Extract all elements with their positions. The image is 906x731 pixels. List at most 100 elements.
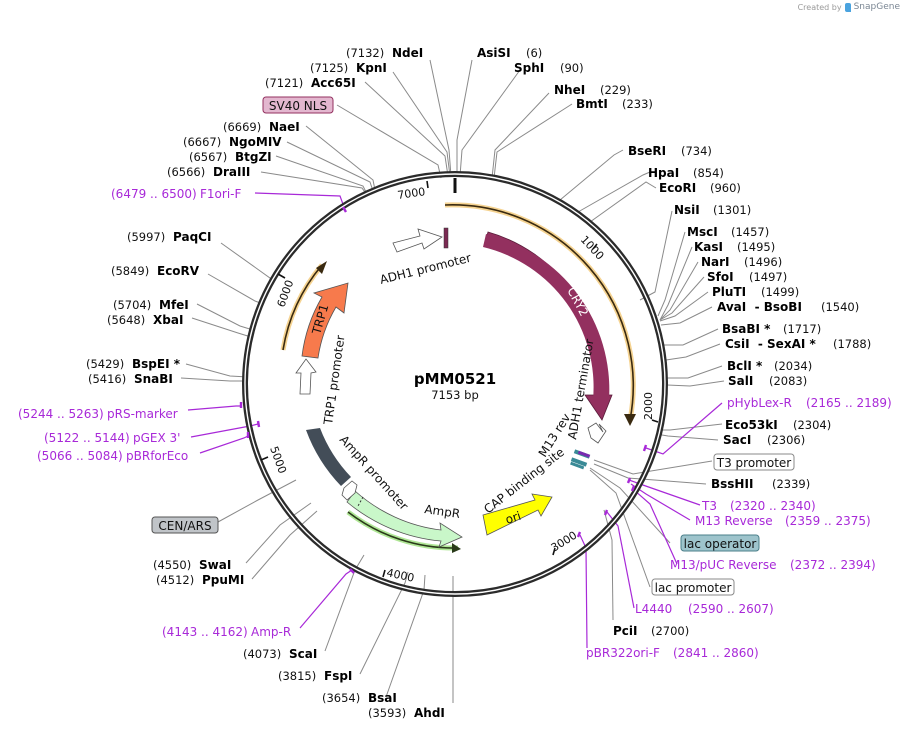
enzyme-saci[interactable]: SacI (2306) [723, 433, 805, 447]
enzyme-kasi[interactable]: KasI (1495) [694, 240, 775, 254]
enzyme-ecorv[interactable]: (5849) EcoRV [111, 264, 200, 278]
svg-text:FspI: FspI [324, 669, 352, 683]
svg-text:(5429): (5429) [86, 357, 124, 371]
enzyme-nari[interactable]: NarI (1496) [701, 255, 782, 269]
boxed-label-cen-ars[interactable]: CEN/ARS [151, 516, 219, 534]
feature-ori[interactable]: ori [482, 493, 553, 536]
enzyme-sfoi[interactable]: SfoI (1497) [707, 270, 787, 284]
feature-label-ori: ori [504, 509, 523, 527]
primer-pgex-3[interactable]: (5122 .. 5144) pGEX 3' [44, 431, 180, 445]
primer-labels-left: (6479 .. 6500) F1ori-F (5244 .. 5263) pRS-… [18, 187, 291, 639]
primer-pbr322ori-f[interactable]: pBR322ori-F (2841 .. 2860) [586, 646, 759, 660]
svg-text:(2304): (2304) [793, 418, 831, 432]
primer-t3[interactable]: T3 (2320 .. 2340) [701, 499, 816, 513]
enzyme-acc65i[interactable]: (7121) Acc65I [265, 76, 356, 90]
enzyme-ppumi[interactable]: (4512) PpuMI [156, 573, 244, 587]
svg-text:(5648): (5648) [107, 313, 145, 327]
primer-phyblex-r[interactable]: pHybLex-R (2165 .. 2189) [727, 396, 892, 410]
feature-trp1[interactable]: TRP1 [301, 282, 349, 359]
scale-ticks [260, 180, 659, 578]
primer-l4440[interactable]: L4440 (2590 .. 2607) [635, 602, 774, 616]
enzyme-xbai[interactable]: (5648) XbaI [107, 313, 183, 327]
enzyme-snabi[interactable]: (5416) SnaBI [88, 372, 173, 386]
enzyme-msci[interactable]: MscI (1457) [687, 225, 769, 239]
boxed-label-t3-promoter[interactable]: T3 promoter [713, 453, 795, 471]
svg-text:Eco53kI: Eco53kI [725, 418, 778, 432]
enzyme-bseri[interactable]: BseRI (734) [628, 144, 712, 158]
svg-text:BseRI: BseRI [628, 144, 666, 158]
svg-text:PciI: PciI [613, 624, 638, 638]
svg-text:Acc65I: Acc65I [311, 76, 356, 90]
boxed-label-lac-operator[interactable]: lac operator [680, 534, 760, 552]
enzyme-swai[interactable]: (4550) SwaI [153, 558, 231, 572]
orf-cry2-arrowhead [624, 414, 636, 426]
svg-text:lac promoter: lac promoter [655, 581, 732, 595]
orf-arrows [280, 202, 636, 553]
primer-amp-r[interactable]: (4143 .. 4162) Amp-R [162, 625, 291, 639]
primer-m13-reverse[interactable]: M13 Reverse (2359 .. 2375) [695, 514, 871, 528]
primer-m13-puc-reverse[interactable]: M13/pUC Reverse (2372 .. 2394) [670, 558, 876, 572]
enzyme-avai-bsobi[interactable]: AvaI - BsoBI (1540) [717, 300, 859, 314]
svg-text:PaqCI: PaqCI [173, 230, 211, 244]
boxed-label-sv40-nls[interactable]: SV40 NLS [262, 96, 334, 114]
feature-cen-ars[interactable] [306, 428, 351, 486]
svg-text:SnaBI: SnaBI [134, 372, 173, 386]
svg-text:pRS-marker: pRS-marker [107, 407, 178, 421]
enzyme-eco53ki[interactable]: Eco53kI (2304) [725, 418, 831, 432]
primer-pbrforeco[interactable]: (5066 .. 5084) pBRforEco [37, 449, 188, 463]
enzyme-nhei[interactable]: NheI (229) [554, 83, 631, 97]
enzyme-asisi[interactable]: AsiSI (6) [477, 46, 542, 60]
svg-text:(1788): (1788) [833, 337, 871, 351]
enzyme-bmti[interactable]: BmtI (233) [576, 97, 653, 111]
enzyme-draiii[interactable]: (6566) DraIII [167, 165, 250, 179]
enzyme-bsabi[interactable]: BsaBI * (1717) [722, 322, 821, 336]
enzyme-ecori[interactable]: EcoRI (960) [659, 181, 741, 195]
tick-label-3000: 3000 [549, 529, 580, 555]
enzyme-pluti[interactable]: PluTI (1499) [712, 285, 799, 299]
enzyme-csii-sexai[interactable]: CsiI - SexAI * (1788) [725, 337, 871, 351]
svg-text:(2083): (2083) [769, 374, 807, 388]
enzyme-pcii[interactable]: PciI (2700) [613, 624, 689, 638]
svg-text:KpnI: KpnI [356, 61, 387, 75]
feature-ampr[interactable]: AmpR [346, 490, 463, 548]
enzyme-bspei[interactable]: (5429) BspEI * [86, 357, 181, 371]
boxed-label-lac-promoter[interactable]: lac promoter [651, 578, 735, 596]
enzyme-bsai[interactable]: (3654) BsaI [322, 691, 397, 705]
enzyme-sali[interactable]: SalI (2083) [728, 374, 807, 388]
primer-prs-marker[interactable]: (5244 .. 5263) pRS-marker [18, 407, 178, 421]
enzyme-sphi[interactable]: SphI (90) [514, 61, 584, 75]
svg-text:(3593): (3593) [368, 706, 406, 720]
svg-text:BclI *: BclI * [727, 359, 763, 373]
svg-text:(6479 .. 6500): (6479 .. 6500) [111, 187, 197, 201]
enzyme-ngomiv[interactable]: (6667) NgoMIV [183, 135, 282, 149]
enzyme-fspi[interactable]: (3815) FspI [278, 669, 352, 683]
enzyme-bsshii[interactable]: BssHII (2339) [711, 477, 810, 491]
svg-text:(4550): (4550) [153, 558, 191, 572]
enzyme-hpai[interactable]: HpaI (854) [648, 166, 724, 180]
enzyme-nsii[interactable]: NsiI (1301) [674, 203, 751, 217]
enzyme-mfei[interactable]: (5704) MfeI [113, 298, 189, 312]
svg-text:(2700): (2700) [651, 624, 689, 638]
svg-text:EcoRV: EcoRV [157, 264, 200, 278]
svg-text:SphI: SphI [514, 61, 544, 75]
svg-text:(5066 .. 5084): (5066 .. 5084) [37, 449, 123, 463]
primer-connector-lines [187, 192, 723, 649]
svg-text:MfeI: MfeI [159, 298, 189, 312]
enzyme-scai[interactable]: (4073) ScaI [243, 647, 317, 661]
svg-text:PluTI: PluTI [712, 285, 746, 299]
enzyme-ahdi[interactable]: (3593) AhdI [368, 706, 445, 720]
svg-text:BsaI: BsaI [368, 691, 397, 705]
enzyme-ndei[interactable]: (7132) NdeI [346, 46, 423, 60]
svg-text:(854): (854) [693, 166, 724, 180]
enzyme-btgzi[interactable]: (6567) BtgZI [189, 150, 272, 164]
enzyme-bcli[interactable]: BclI * (2034) [727, 359, 812, 373]
primer-f1ori-f[interactable]: (6479 .. 6500) F1ori-F [111, 187, 241, 201]
enzyme-paqci[interactable]: (5997) PaqCI [127, 230, 211, 244]
enzyme-naei[interactable]: (6669) NaeI [223, 120, 300, 134]
enzyme-kpni[interactable]: (7125) KpnI [310, 61, 387, 75]
svg-text:BmtI: BmtI [576, 97, 608, 111]
snapgene-logo-icon [844, 2, 851, 12]
feature-cry2[interactable]: CRY2 [483, 231, 613, 421]
feature-adh1-promoter[interactable]: ADH1 promoter [378, 227, 473, 287]
